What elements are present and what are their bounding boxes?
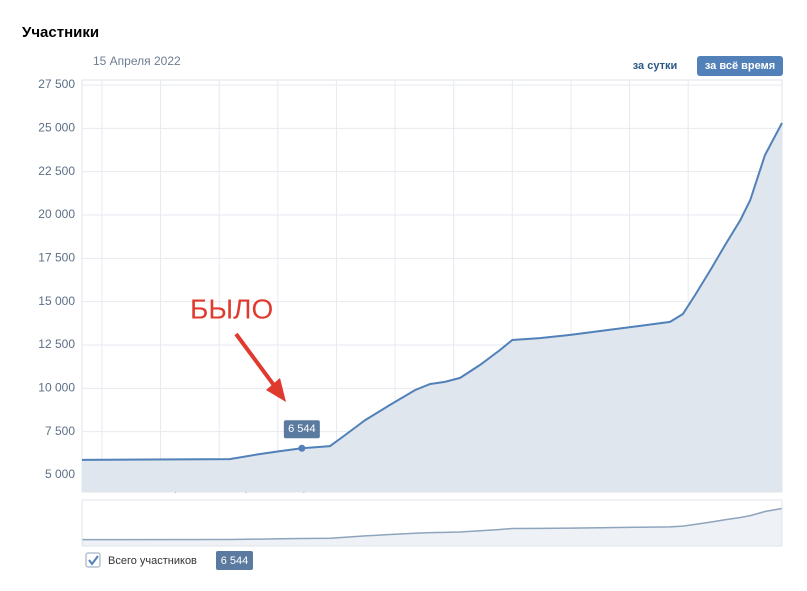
y-tick-label: 25 000 bbox=[38, 121, 75, 135]
page-title: Участники bbox=[22, 24, 99, 41]
legend-badge bbox=[216, 551, 253, 570]
all-time-button-label[interactable]: за всё время bbox=[705, 60, 775, 72]
y-tick-label: 10 000 bbox=[38, 381, 75, 395]
arrow-head bbox=[266, 378, 286, 402]
highlight-label: 6 544 bbox=[288, 423, 316, 435]
legend-checkbox[interactable] bbox=[85, 552, 101, 568]
y-tick-label: 7 500 bbox=[45, 424, 75, 438]
y-tick-label: 22 500 bbox=[38, 164, 75, 178]
plot: 5 000 7 500 10 000 12 500 15 000 17 500 20 000… bbox=[38, 77, 783, 546]
highlight-label-box bbox=[283, 420, 320, 439]
date-label: 15 Апреля 2022 bbox=[93, 54, 181, 68]
navigator-fill bbox=[82, 508, 782, 546]
navigator-frame bbox=[81, 499, 783, 547]
area-line bbox=[81, 122, 783, 461]
all-time-button[interactable] bbox=[697, 56, 783, 76]
y-tick-label: 5 000 bbox=[45, 467, 75, 481]
legend-badge-label: 6 544 bbox=[221, 555, 249, 567]
annotation-arrow bbox=[234, 332, 278, 390]
y-tick-label: 27 500 bbox=[38, 77, 75, 91]
navigator-line bbox=[81, 507, 783, 541]
y-tick-label: 17 500 bbox=[38, 251, 75, 265]
day-button[interactable]: за сутки bbox=[633, 60, 678, 72]
check-mark bbox=[88, 555, 99, 566]
area-fill bbox=[82, 123, 782, 492]
y-tick-label: 20 000 bbox=[38, 207, 75, 221]
y-tick-label: 12 500 bbox=[38, 337, 75, 351]
y-tick-label: 15 000 bbox=[38, 294, 75, 308]
annotation: БЫЛО bbox=[190, 293, 273, 324]
legend-label[interactable]: Всего участников bbox=[108, 555, 197, 567]
highlight-point bbox=[298, 444, 306, 452]
